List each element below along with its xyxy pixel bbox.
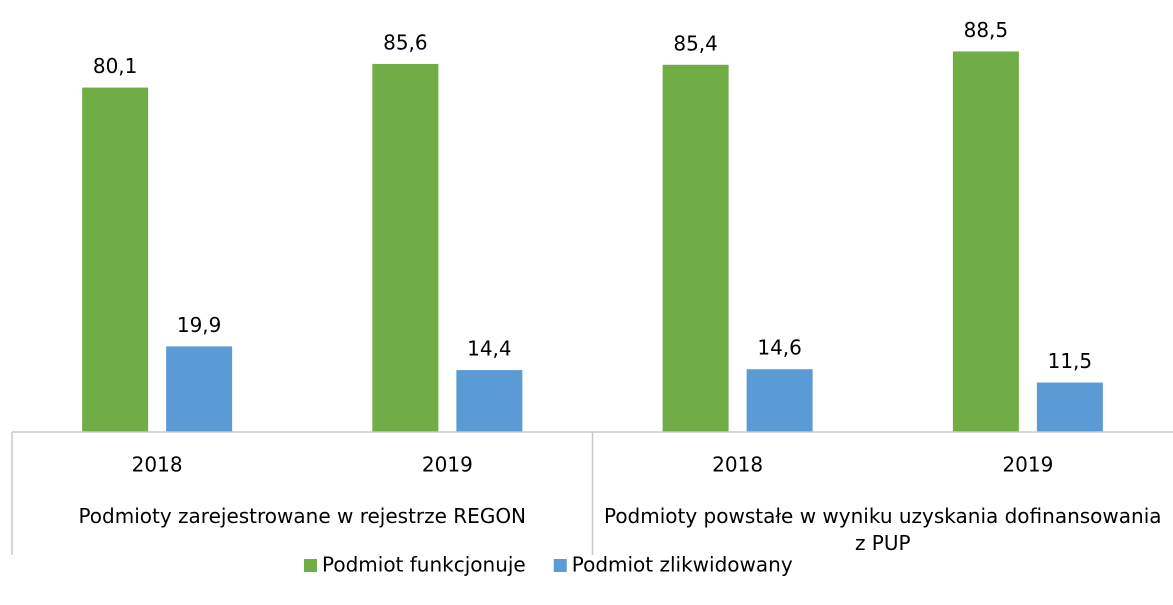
group-label: Podmioty powstałe w wyniku uzyskania dof… <box>603 504 1162 555</box>
data-label: 85,4 <box>673 31 718 55</box>
x-tick-label: 2018 <box>712 453 763 477</box>
x-tick-label: 2019 <box>1002 453 1053 477</box>
data-label: 19,9 <box>177 313 222 337</box>
data-label: 88,5 <box>964 18 1009 42</box>
bar <box>372 63 439 433</box>
data-label: 14,4 <box>467 337 512 361</box>
x-tick-label: 2018 <box>132 453 183 477</box>
group-label: Podmioty zarejestrowane w rejestrze REGO… <box>78 504 527 528</box>
bar <box>166 346 233 432</box>
legend-swatch <box>553 559 567 572</box>
x-tick-label: 2019 <box>422 453 473 477</box>
bar <box>952 51 1019 432</box>
data-label: 11,5 <box>1048 349 1093 373</box>
data-label: 14,6 <box>757 336 802 360</box>
legend-swatch <box>304 559 317 572</box>
bar <box>746 369 813 432</box>
bar <box>456 370 523 432</box>
legend-label: Podmiot funkcjonuje <box>322 553 526 577</box>
data-label: 85,6 <box>383 30 428 54</box>
bar <box>1036 382 1103 432</box>
legend-label: Podmiot zlikwidowany <box>572 553 793 577</box>
bar <box>662 64 729 432</box>
data-label: 80,1 <box>93 54 138 78</box>
bar <box>82 87 149 432</box>
